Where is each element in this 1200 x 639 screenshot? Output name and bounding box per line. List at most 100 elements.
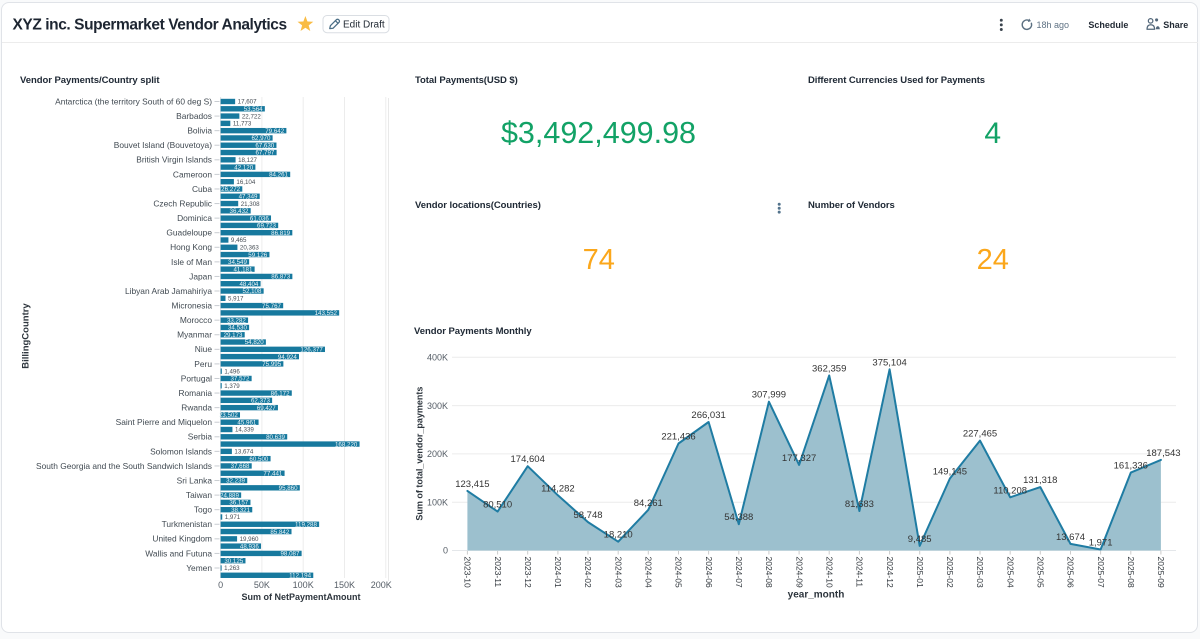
svg-text:59,126: 59,126 bbox=[248, 252, 267, 259]
svg-text:2024-10: 2024-10 bbox=[824, 557, 834, 588]
svg-text:2025-04: 2025-04 bbox=[1005, 557, 1015, 588]
svg-text:74: 74 bbox=[583, 244, 615, 276]
svg-text:2024-07: 2024-07 bbox=[734, 557, 744, 588]
svg-text:2024-04: 2024-04 bbox=[644, 557, 654, 588]
svg-text:1,496: 1,496 bbox=[224, 368, 240, 375]
svg-text:17,607: 17,607 bbox=[238, 99, 257, 106]
svg-text:Vendor locations(Countries): Vendor locations(Countries) bbox=[415, 200, 541, 211]
svg-text:Romania: Romania bbox=[178, 388, 212, 398]
svg-text:2024-09: 2024-09 bbox=[794, 557, 804, 588]
svg-text:Dominica: Dominica bbox=[177, 213, 212, 223]
svg-text:British Virgin Islands: British Virgin Islands bbox=[136, 155, 212, 165]
svg-text:37,668: 37,668 bbox=[231, 463, 250, 470]
svg-text:30,125: 30,125 bbox=[224, 558, 243, 565]
svg-text:123,415: 123,415 bbox=[455, 479, 489, 490]
svg-text:0: 0 bbox=[218, 580, 223, 590]
svg-text:2025-05: 2025-05 bbox=[1036, 557, 1046, 588]
svg-text:61,036: 61,036 bbox=[250, 215, 269, 222]
svg-text:18,127: 18,127 bbox=[238, 157, 257, 164]
svg-text:24: 24 bbox=[977, 244, 1009, 276]
svg-text:58,748: 58,748 bbox=[573, 510, 602, 521]
svg-text:South Georgia and the South Sa: South Georgia and the South Sandwich Isl… bbox=[36, 461, 212, 471]
svg-text:52,108: 52,108 bbox=[243, 288, 262, 295]
svg-text:2025-09: 2025-09 bbox=[1156, 557, 1166, 588]
svg-text:37,572: 37,572 bbox=[230, 376, 249, 383]
svg-text:100K: 100K bbox=[293, 580, 314, 590]
svg-text:50K: 50K bbox=[254, 580, 270, 590]
svg-text:1,379: 1,379 bbox=[224, 383, 240, 390]
svg-text:307,999: 307,999 bbox=[752, 390, 786, 401]
svg-text:131,318: 131,318 bbox=[1023, 475, 1057, 486]
svg-text:2025-01: 2025-01 bbox=[915, 557, 925, 588]
svg-text:227,465: 227,465 bbox=[963, 429, 997, 440]
svg-text:400K: 400K bbox=[427, 353, 448, 363]
svg-text:20,363: 20,363 bbox=[240, 244, 259, 251]
svg-text:110,208: 110,208 bbox=[993, 485, 1027, 496]
svg-text:Sum of total_vendor_payments: Sum of total_vendor_payments bbox=[415, 387, 425, 521]
svg-text:79,642: 79,642 bbox=[265, 128, 284, 135]
svg-text:Hong Kong: Hong Kong bbox=[170, 242, 212, 252]
svg-text:14,339: 14,339 bbox=[235, 427, 254, 434]
svg-text:2023-10: 2023-10 bbox=[463, 557, 473, 588]
svg-text:69,723: 69,723 bbox=[257, 223, 276, 230]
svg-text:0: 0 bbox=[443, 546, 448, 556]
svg-text:60,500: 60,500 bbox=[249, 456, 268, 463]
svg-text:187,543: 187,543 bbox=[1146, 448, 1180, 459]
svg-text:150K: 150K bbox=[334, 580, 355, 590]
svg-text:Edit Draft: Edit Draft bbox=[343, 20, 385, 31]
svg-text:34,530: 34,530 bbox=[228, 325, 247, 332]
svg-text:Number of Vendors: Number of Vendors bbox=[808, 200, 895, 211]
svg-text:53,564: 53,564 bbox=[244, 106, 263, 113]
svg-text:80,639: 80,639 bbox=[266, 434, 285, 441]
svg-text:81,683: 81,683 bbox=[845, 499, 874, 510]
svg-text:11,773: 11,773 bbox=[233, 121, 252, 128]
svg-text:2024-11: 2024-11 bbox=[855, 557, 865, 588]
svg-text:Peru: Peru bbox=[194, 359, 212, 369]
svg-text:Czech Republic: Czech Republic bbox=[153, 198, 212, 208]
svg-text:Barbados: Barbados bbox=[176, 111, 212, 121]
svg-text:United Kingdom: United Kingdom bbox=[152, 534, 212, 544]
svg-text:Niue: Niue bbox=[195, 344, 213, 354]
svg-text:Micronesia: Micronesia bbox=[172, 300, 213, 310]
svg-text:221,436: 221,436 bbox=[661, 432, 695, 443]
svg-text:67,630: 67,630 bbox=[255, 142, 274, 149]
svg-text:2025-06: 2025-06 bbox=[1066, 557, 1076, 588]
svg-text:Saint Pierre and Miquelon: Saint Pierre and Miquelon bbox=[116, 417, 213, 427]
svg-text:375,104: 375,104 bbox=[872, 357, 906, 368]
svg-text:2024-01: 2024-01 bbox=[553, 557, 563, 588]
svg-text:XYZ inc. Supermarket Vendor An: XYZ inc. Supermarket Vendor Analytics bbox=[13, 17, 287, 34]
svg-text:86,819: 86,819 bbox=[271, 230, 290, 237]
svg-text:Total Payments(USD $): Total Payments(USD $) bbox=[415, 75, 518, 86]
svg-text:2025-08: 2025-08 bbox=[1126, 557, 1136, 588]
svg-text:114,282: 114,282 bbox=[541, 483, 575, 494]
svg-text:95,860: 95,860 bbox=[279, 485, 298, 492]
svg-text:2025-07: 2025-07 bbox=[1096, 557, 1106, 588]
svg-text:Taiwan: Taiwan bbox=[186, 490, 212, 500]
svg-text:112,194: 112,194 bbox=[289, 572, 311, 579]
svg-text:Yemen: Yemen bbox=[186, 563, 212, 573]
svg-text:Guadeloupe: Guadeloupe bbox=[166, 228, 212, 238]
svg-text:19,960: 19,960 bbox=[240, 536, 259, 543]
svg-text:18,210: 18,210 bbox=[604, 530, 633, 541]
svg-text:2023-11: 2023-11 bbox=[493, 557, 503, 588]
svg-text:4: 4 bbox=[984, 117, 1001, 150]
svg-text:Morocco: Morocco bbox=[180, 315, 212, 325]
svg-text:BillingCountry: BillingCountry bbox=[21, 303, 32, 369]
svg-text:2023-12: 2023-12 bbox=[523, 557, 533, 588]
svg-text:84,261: 84,261 bbox=[269, 172, 288, 179]
svg-text:54,388: 54,388 bbox=[724, 512, 753, 523]
svg-text:22,722: 22,722 bbox=[242, 113, 261, 120]
svg-text:2025-02: 2025-02 bbox=[945, 557, 955, 588]
svg-text:Share: Share bbox=[1163, 20, 1188, 30]
svg-text:41,181: 41,181 bbox=[233, 266, 252, 273]
svg-text:18h ago: 18h ago bbox=[1037, 20, 1070, 30]
svg-text:62,373: 62,373 bbox=[251, 398, 270, 405]
svg-text:67,797: 67,797 bbox=[255, 150, 274, 157]
svg-text:32,239: 32,239 bbox=[226, 478, 245, 485]
svg-text:2024-02: 2024-02 bbox=[583, 557, 593, 588]
svg-text:86,873: 86,873 bbox=[271, 274, 290, 281]
svg-text:Solomon Islands: Solomon Islands bbox=[150, 446, 212, 456]
svg-text:$3,492,499.98: $3,492,499.98 bbox=[501, 116, 696, 150]
svg-text:168,220: 168,220 bbox=[335, 441, 358, 448]
svg-text:62,970: 62,970 bbox=[251, 135, 270, 142]
